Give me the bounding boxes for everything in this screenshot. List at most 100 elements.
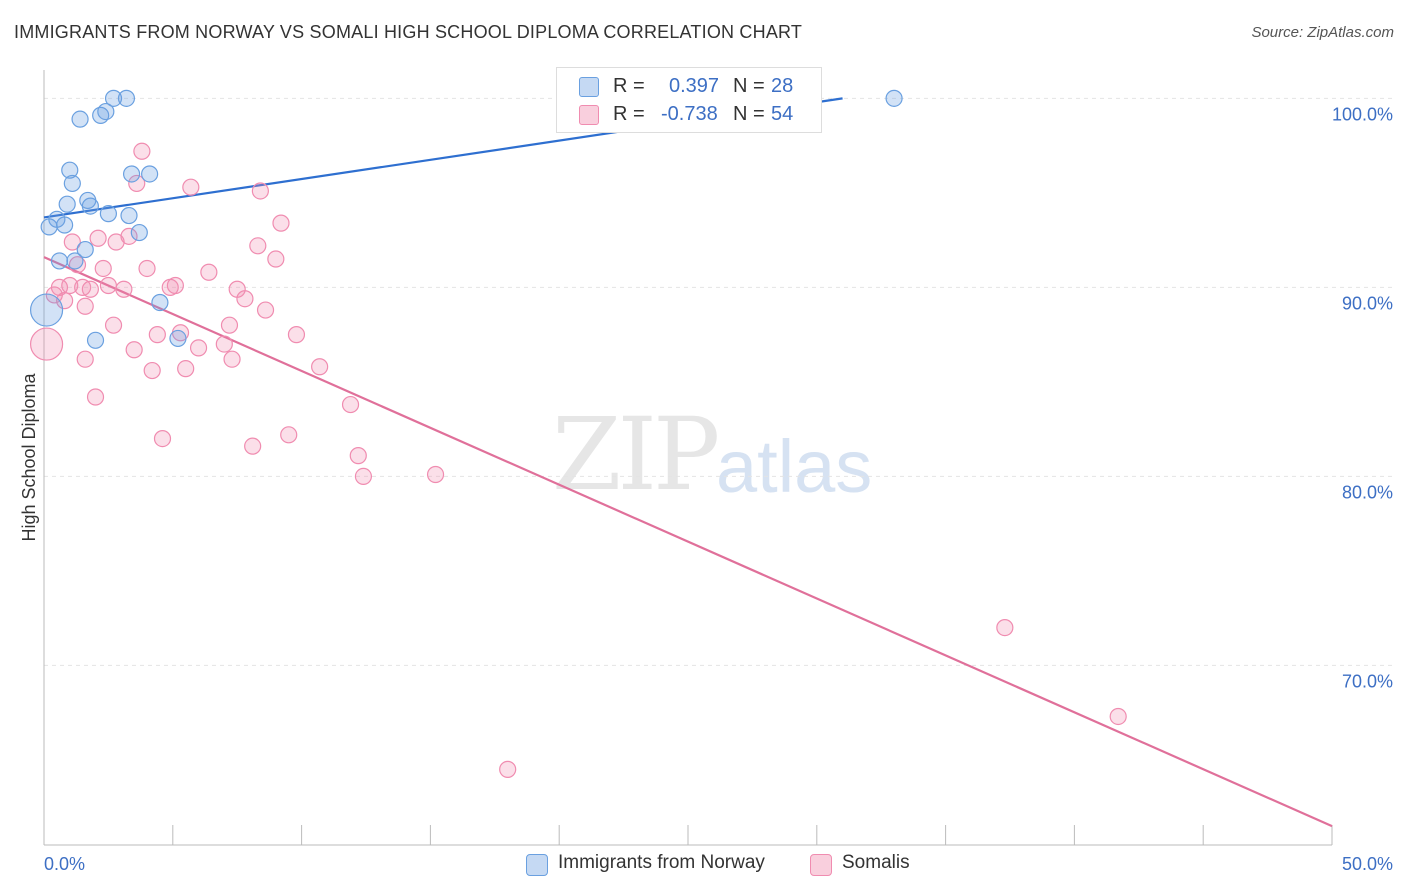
somali-point (166, 276, 184, 295)
axes (43, 70, 1333, 846)
norway-point (151, 293, 169, 312)
somali-point (81, 280, 99, 298)
somali-point (76, 297, 94, 315)
somali-point (86, 388, 105, 406)
somali-point (341, 395, 360, 414)
n-label: N = (733, 75, 765, 97)
y-tick-label: 100.0% (1332, 104, 1393, 124)
source-label: Source: ZipAtlas.com (1251, 24, 1394, 41)
somali-point (215, 335, 233, 353)
tick-labels: 70.0% 80.0% 90.0% 100.0% 0.0% 50.0% High Schoo… (19, 104, 1393, 874)
n-value-somali: 54 (771, 103, 794, 125)
data-points (29, 89, 1127, 778)
y-axis-title: High School Diploma (19, 372, 39, 541)
somali-point (133, 142, 151, 160)
somali-point (177, 360, 195, 378)
somali-point (143, 361, 161, 380)
somali-point (104, 316, 123, 334)
norway-point (117, 89, 136, 107)
chart-title: IMMIGRANTS FROM NORWAY VS SOMALI HIGH SC… (14, 22, 803, 42)
norway-point (56, 216, 74, 234)
somali-point (256, 301, 275, 319)
somali-legend-swatch (810, 854, 832, 876)
somali-point (50, 278, 69, 296)
norway-point (169, 329, 187, 348)
somali-trend-line (43, 256, 1333, 828)
norway-point (50, 252, 69, 270)
somali-point (153, 429, 172, 448)
norway-point (86, 331, 105, 349)
correlation-legend: R = 0.397 N = 28 R = -0.738 N = 54 (556, 67, 822, 133)
trend-lines (43, 97, 1333, 828)
somali-point (120, 227, 138, 245)
r-label: R = (613, 75, 645, 97)
norway-swatch (579, 77, 599, 97)
norway-point (141, 165, 159, 183)
somali-point (182, 178, 200, 196)
norway-legend-label: Immigrants from Norway (558, 852, 765, 873)
somali-point (349, 447, 367, 465)
watermark-atlas: atlas (716, 425, 873, 508)
somali-point (1109, 707, 1127, 726)
somali-point (189, 339, 208, 357)
norway-point (66, 252, 84, 270)
somali-point (89, 229, 107, 247)
gridlines (44, 97, 1392, 666)
norway-point (76, 240, 94, 259)
norway-point (61, 161, 79, 179)
somali-point (76, 350, 94, 368)
somali-point (220, 316, 239, 334)
norway-point (104, 89, 123, 107)
somali-point (125, 341, 143, 359)
somali-point (426, 465, 445, 484)
somali-swatch (579, 105, 599, 125)
x-tick-label-max: 50.0% (1342, 854, 1393, 874)
somali-point (244, 437, 262, 455)
norway-point (130, 223, 148, 242)
r-value-somali: -0.738 (661, 103, 718, 125)
somali-point (499, 760, 517, 778)
norway-point (97, 102, 115, 121)
somali-point (280, 426, 298, 444)
r-label: R = (613, 103, 645, 125)
norway-point (29, 293, 64, 327)
somali-point (236, 290, 254, 308)
norway-point (58, 195, 76, 213)
somali-point (128, 174, 146, 193)
y-tick-label: 70.0% (1342, 671, 1393, 691)
norway-point (122, 165, 141, 183)
somali-point (249, 237, 267, 255)
y-tick-label: 80.0% (1342, 482, 1393, 502)
norway-point (81, 197, 99, 215)
somali-point (61, 276, 79, 295)
somali-point (56, 292, 74, 310)
somali-point (287, 326, 306, 344)
norway-point (99, 205, 118, 223)
somali-point (311, 358, 329, 376)
somali-point (272, 214, 290, 232)
somali-point (996, 619, 1014, 637)
n-label: N = (733, 103, 765, 125)
somali-point (29, 327, 64, 361)
norway-point (63, 174, 81, 193)
somali-point (115, 280, 133, 298)
somali-point (251, 182, 269, 200)
somali-point (63, 233, 81, 251)
norway-point (120, 206, 138, 225)
n-value-norway: 28 (771, 75, 794, 97)
norway-point (71, 110, 89, 128)
somali-point (354, 467, 373, 486)
somali-point (99, 276, 118, 295)
somali-point (267, 250, 285, 268)
x-tick-label-min: 0.0% (44, 854, 85, 874)
somali-point (94, 259, 112, 278)
somali-point (200, 263, 218, 281)
somali-legend-label: Somalis (842, 852, 910, 873)
somali-point (148, 326, 166, 344)
y-tick-label: 90.0% (1342, 293, 1393, 313)
somali-point (138, 259, 156, 278)
somali-point (223, 350, 241, 368)
r-value-norway: 0.397 (669, 75, 720, 97)
norway-point (885, 89, 903, 107)
